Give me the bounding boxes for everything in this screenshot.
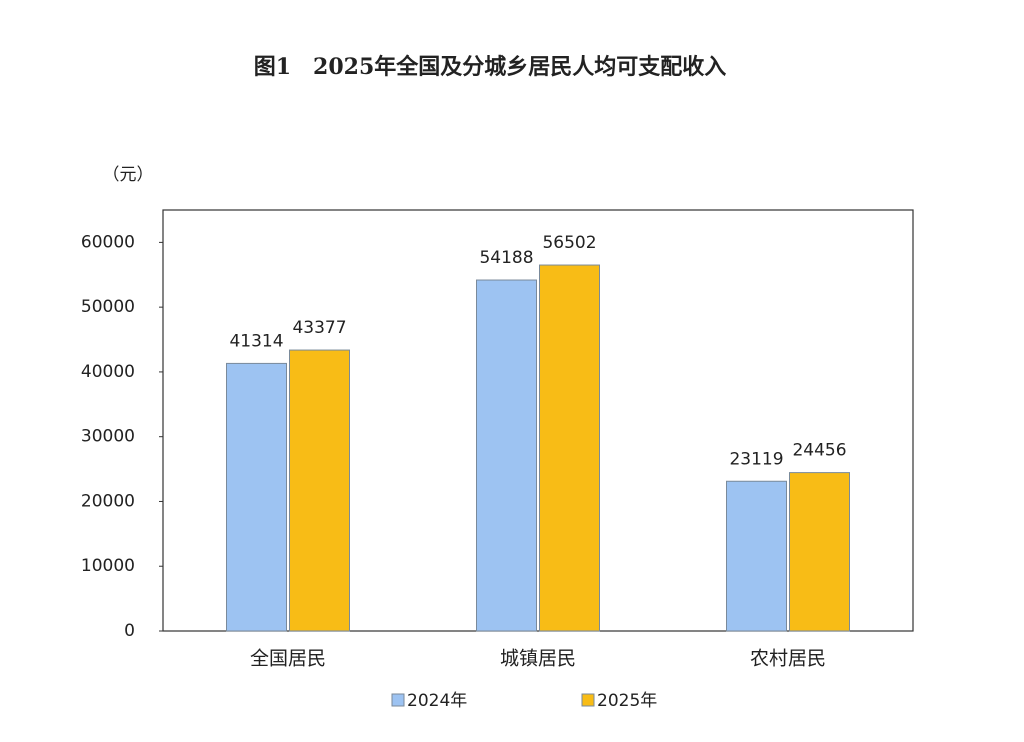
y-tick-label: 20000 bbox=[81, 491, 135, 511]
x-tick-label: 全国居民 bbox=[250, 648, 326, 670]
data-label: 54188 bbox=[479, 248, 533, 268]
y-axis-unit: （元） bbox=[103, 165, 154, 185]
bar bbox=[726, 480, 787, 632]
legend-label: 2024年 bbox=[407, 691, 467, 711]
y-tick-label: 30000 bbox=[81, 427, 135, 447]
legend-swatch bbox=[391, 693, 405, 707]
chart-title: 图1 2025年全国及分城乡居民人均可支配收入 bbox=[254, 54, 727, 80]
bar bbox=[789, 472, 850, 632]
data-label: 41314 bbox=[229, 331, 283, 351]
legend-swatch bbox=[581, 693, 595, 707]
y-tick-label: 60000 bbox=[81, 232, 135, 252]
y-tick-label: 10000 bbox=[81, 556, 135, 576]
data-label: 56502 bbox=[542, 233, 596, 253]
bar bbox=[226, 362, 287, 632]
bar bbox=[539, 264, 600, 632]
y-tick-label: 40000 bbox=[81, 362, 135, 382]
data-label: 24456 bbox=[792, 441, 846, 461]
bar bbox=[476, 279, 537, 632]
plot-frame bbox=[162, 209, 914, 632]
bar bbox=[289, 349, 350, 632]
y-tick-label: 50000 bbox=[81, 297, 135, 317]
data-label: 23119 bbox=[729, 449, 783, 469]
x-tick-label: 城镇居民 bbox=[500, 648, 576, 670]
x-tick-label: 农村居民 bbox=[750, 648, 826, 670]
data-label: 43377 bbox=[292, 318, 346, 338]
legend-label: 2025年 bbox=[597, 691, 657, 711]
y-tick-label: 0 bbox=[124, 621, 135, 641]
